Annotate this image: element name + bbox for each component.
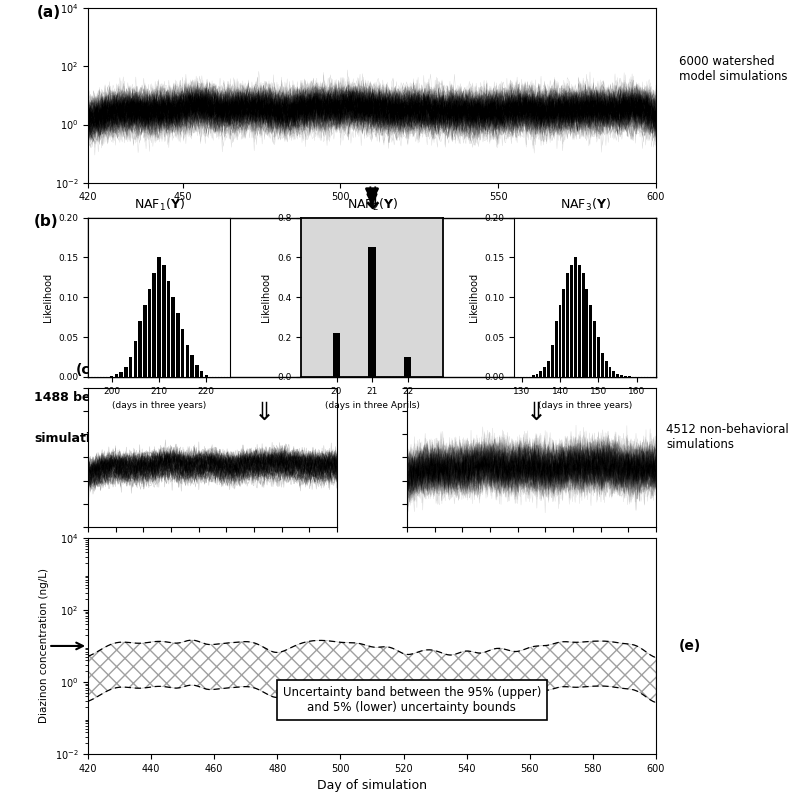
Bar: [171, 298, 175, 377]
Bar: [119, 372, 123, 377]
Y-axis label: Likelihood: Likelihood: [469, 273, 478, 322]
Bar: [368, 247, 376, 377]
Bar: [612, 371, 615, 377]
Bar: [605, 361, 607, 377]
X-axis label: (days in three years): (days in three years): [112, 401, 206, 410]
Bar: [609, 367, 611, 377]
Title: NAF$_3$($\mathbf{Y}$): NAF$_3$($\mathbf{Y}$): [559, 197, 610, 213]
Bar: [143, 305, 146, 377]
Y-axis label: Likelihood: Likelihood: [42, 273, 53, 322]
Bar: [543, 367, 546, 377]
Text: ⇓: ⇓: [254, 401, 274, 425]
Text: simulations: simulations: [34, 432, 114, 445]
Bar: [200, 371, 203, 377]
Bar: [195, 365, 198, 377]
X-axis label: Day of simulation: Day of simulation: [317, 780, 427, 792]
Bar: [582, 273, 585, 377]
Bar: [205, 375, 208, 377]
Text: 4512 non-behavioral
simulations: 4512 non-behavioral simulations: [666, 423, 789, 451]
Bar: [124, 367, 128, 377]
Bar: [176, 313, 180, 377]
Text: Uncertainty band between the 95% (upper)
and 5% (lower) uncertainty bounds: Uncertainty band between the 95% (upper)…: [282, 686, 541, 714]
Bar: [558, 305, 562, 377]
Bar: [554, 321, 558, 377]
Title: NAF$_1$($\mathbf{Y}$): NAF$_1$($\mathbf{Y}$): [134, 197, 185, 213]
Bar: [578, 265, 581, 377]
Text: (a): (a): [37, 5, 61, 19]
Bar: [181, 329, 185, 377]
Bar: [114, 375, 118, 377]
Text: 1488 behavioral: 1488 behavioral: [34, 391, 147, 404]
Bar: [574, 257, 577, 377]
Text: ⇓: ⇓: [526, 401, 546, 425]
Bar: [562, 290, 566, 377]
Title: NAF$_2$($\mathbf{Y}$): NAF$_2$($\mathbf{Y}$): [346, 197, 398, 213]
Text: (e): (e): [678, 639, 701, 653]
Bar: [148, 290, 151, 377]
Bar: [138, 321, 142, 377]
Text: 6000 watershed
model simulations: 6000 watershed model simulations: [678, 55, 787, 83]
Bar: [166, 282, 170, 377]
Bar: [186, 345, 189, 377]
X-axis label: (days in three Aprils): (days in three Aprils): [325, 401, 419, 410]
Bar: [601, 353, 604, 377]
Bar: [535, 374, 538, 377]
Bar: [403, 357, 411, 377]
Y-axis label: Diazinon concentration (ng/L): Diazinon concentration (ng/L): [39, 569, 49, 723]
Bar: [586, 290, 588, 377]
Bar: [153, 273, 156, 377]
Bar: [547, 361, 550, 377]
Text: (d): (d): [394, 363, 417, 377]
Text: (b): (b): [34, 214, 58, 229]
Bar: [158, 257, 161, 377]
Bar: [532, 375, 534, 377]
Bar: [551, 345, 554, 377]
Bar: [190, 354, 194, 377]
Bar: [616, 374, 619, 377]
Text: ⇓: ⇓: [359, 185, 385, 215]
Y-axis label: Likelihood: Likelihood: [262, 273, 271, 322]
Bar: [590, 305, 592, 377]
Bar: [134, 341, 137, 377]
Bar: [570, 265, 573, 377]
Bar: [539, 371, 542, 377]
Bar: [593, 321, 596, 377]
Bar: [566, 273, 569, 377]
Bar: [597, 337, 600, 377]
X-axis label: (days in three years): (days in three years): [538, 401, 632, 410]
Text: (c): (c): [75, 363, 97, 377]
Bar: [162, 265, 166, 377]
Bar: [333, 333, 341, 377]
Bar: [129, 357, 132, 377]
Bar: [620, 375, 623, 377]
